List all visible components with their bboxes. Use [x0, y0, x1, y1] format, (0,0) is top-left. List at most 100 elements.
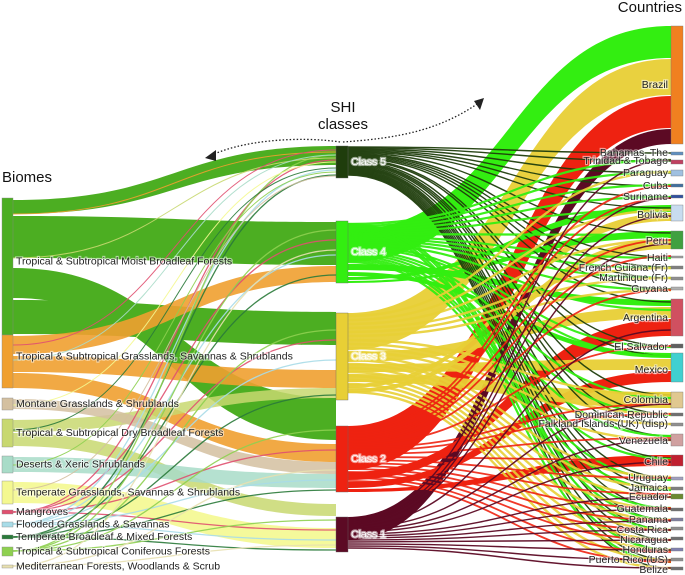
flow-mediterranean-forests-woodlands-scrub-1	[12, 469, 337, 567]
flow-class-2-fan-11	[347, 462, 672, 495]
country-node-dominican-republic	[670, 412, 684, 417]
flow-class-2-fan-6	[347, 403, 672, 449]
flow-montane-to-class-2	[13, 399, 336, 474]
flow-thread-7	[12, 175, 337, 491]
arrow-to-biomes	[207, 138, 341, 158]
flow-tropical-subtropical-coniferous-forests-4	[12, 519, 337, 552]
flow-class-3-fan-18	[347, 386, 672, 562]
flow-class-1-fan-10	[347, 520, 672, 539]
country-node-guyana	[670, 286, 684, 291]
flow-class-4-fan-1	[347, 170, 672, 228]
country-node-puerto-rico-us	[670, 557, 684, 562]
country-node-mexico	[670, 352, 684, 383]
flow-savanna-to-class-3	[13, 356, 336, 388]
country-node-uruguay	[670, 476, 684, 481]
biome-node-tropical-subtropical-dry-broadleaf-forests	[1, 418, 14, 448]
biome-node-tropical-subtropical-coniferous-forests	[1, 546, 14, 557]
shi-heading-line1: SHI	[330, 99, 355, 116]
flow-class-1-fan-0	[347, 159, 672, 519]
biome-node-deserts-xeric-shrublands	[1, 455, 14, 474]
flow-class-4-fan-3	[347, 195, 672, 232]
flow-class-2-fan-4	[347, 289, 672, 443]
arrow-to-biomes-head	[205, 150, 216, 161]
flow-class-1-fan-13	[347, 543, 672, 551]
flow-class-2-fan-1	[347, 197, 672, 434]
flow-class-1-fan-12	[347, 539, 672, 543]
arrow-to-countries-head	[474, 98, 484, 110]
flow-tropical-subtropical-coniferous-forests-1	[12, 229, 337, 552]
biome-node-temperate-grasslands-savannas-shrublands	[1, 480, 14, 505]
flow-class-1-fan-7	[347, 461, 672, 533]
country-node-chile	[670, 454, 684, 467]
flow-class-3-fan-17	[347, 382, 672, 552]
flow-class-3-fan-13	[347, 366, 672, 511]
flow-class-5-5	[347, 151, 672, 209]
flow-class-5-26	[347, 172, 672, 551]
flow-class-1-fan-8	[347, 496, 672, 535]
country-label-mexico: Mexico	[635, 364, 668, 376]
flow-class-1-fan-9	[347, 508, 672, 537]
flow-mangroves-3	[12, 449, 337, 513]
flow-class-4-fan-15	[347, 252, 672, 438]
biome-node-temperate-broadleaf-mixed-forests	[1, 534, 14, 540]
country-node-suriname	[670, 194, 684, 199]
flow-flooded-grasslands-savannas-2	[12, 359, 337, 525]
flow-class-2-fan-5	[347, 345, 672, 446]
country-label-haiti: Haiti	[647, 252, 668, 264]
flow-class-2-fan-14	[347, 471, 672, 531]
flow-class-1-fan-5	[347, 403, 672, 529]
flow-class-4-fan-11	[347, 244, 672, 349]
flow-thread-4	[12, 161, 337, 406]
flow-tropical-subtropical-coniferous-forests-2	[12, 329, 337, 552]
flow-class-5-11	[347, 157, 672, 303]
flow-savanna-to-class-4	[13, 266, 336, 354]
flow-class-1-fan-15	[347, 547, 672, 569]
country-label-bahamas-the: Bahamas, The	[600, 147, 668, 159]
country-node-trinidad-tobago	[670, 159, 684, 165]
flow-class-2-fan-0	[347, 185, 672, 431]
shi-heading-line2: classes	[318, 116, 368, 133]
flow-temperate-broadleaf-mixed-forests-4	[12, 536, 337, 551]
country-label-chile: Chile	[644, 456, 668, 468]
country-node-brazil	[670, 25, 684, 145]
flow-class-3-fan-16	[347, 378, 672, 542]
flow-class-3-fan-10	[347, 354, 672, 479]
biome-node-mangroves	[1, 509, 14, 515]
flow-mangroves-2	[12, 339, 337, 513]
biome-label-temperate-broadleaf-mixed-forests: Temperate Broadleaf & Mixed Forests	[16, 531, 192, 543]
class-label-5: Class 5	[351, 156, 386, 168]
country-label-french-guiana-fr: French Guiana (Fr)	[579, 262, 668, 274]
flow-class-3-fan-8	[347, 346, 672, 426]
flow-class-5-0	[347, 146, 672, 154]
flow-class-4-fan-0	[347, 158, 672, 226]
sankey-labels: Tropical & Subtropical Moist Broadleaf F…	[15, 78, 670, 575]
flow-mangroves-4	[12, 511, 337, 531]
country-node-honduras	[670, 547, 684, 552]
biome-label-tropical-subtropical-dry-broadleaf-forests: Tropical & Subtropical Dry Broadleaf For…	[16, 427, 223, 439]
flow-class-1-fan-6	[347, 439, 672, 531]
biome-label-tropical-subtropical-grasslands-savannas-shrublands: Tropical & Subtropical Grasslands, Savan…	[16, 350, 293, 362]
flow-class-2-fan-12	[347, 465, 672, 509]
country-node-cuba	[670, 183, 684, 188]
flow-class-4-fan-8	[347, 238, 672, 280]
flow-class-4-to-argentina	[348, 264, 671, 306]
flow-temperate-broadleaf-mixed-forests-2	[12, 394, 337, 538]
country-label-puerto-rico-us: Puerto Rico (US)	[589, 554, 668, 566]
flow-class-3-fan-0	[347, 170, 672, 318]
biome-label-mediterranean-forests-woodlands-scrub: Mediterranean Forests, Woodlands & Scrub	[16, 560, 220, 572]
flow-class-1-fan-1	[347, 197, 672, 521]
flow-class-2-fan-8	[347, 437, 672, 455]
flow-class-5-15	[347, 161, 672, 415]
flow-class-1-fan-4	[347, 329, 672, 527]
biome-node-flooded-grasslands-savannas	[1, 521, 14, 528]
country-node-argentina	[670, 298, 684, 337]
flow-thread-2	[12, 149, 337, 346]
flow-class-2-to-argentina	[348, 319, 671, 480]
flow-class-1-fan-3	[347, 243, 672, 525]
flow-class-2-fan-3	[347, 255, 672, 440]
class-node-4	[335, 220, 349, 284]
country-label-honduras: Honduras	[622, 544, 668, 556]
flow-thread-5	[12, 167, 337, 431]
flow-class-5-4	[347, 150, 672, 198]
flow-mangroves-0	[12, 159, 337, 513]
